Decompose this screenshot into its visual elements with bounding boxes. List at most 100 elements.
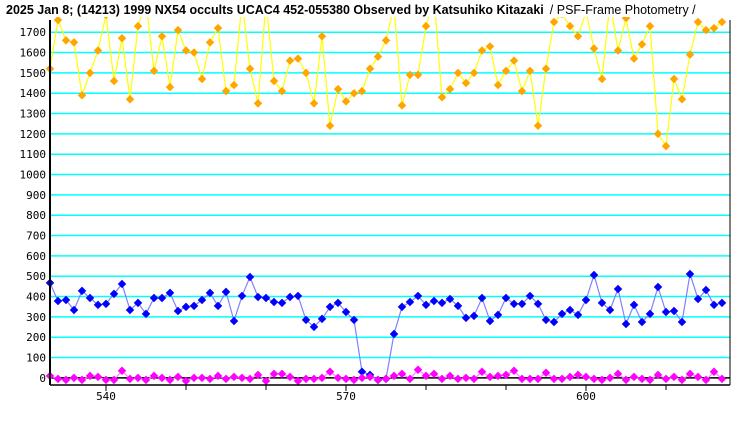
data-point: [205, 38, 215, 47]
data-point: [205, 374, 215, 384]
data-point: [69, 373, 79, 383]
data-point: [293, 376, 303, 386]
data-point: [589, 44, 599, 53]
data-series: [45, 0, 727, 386]
data-point: [405, 374, 415, 384]
data-point: [333, 373, 343, 383]
data-point: [325, 302, 335, 312]
data-point: [165, 82, 175, 92]
data-point: [149, 293, 159, 303]
data-point: [277, 86, 287, 96]
data-point: [253, 370, 263, 380]
data-point: [109, 289, 119, 299]
data-point: [53, 374, 63, 384]
y-tick-label: 200: [26, 331, 46, 344]
data-point: [253, 292, 263, 302]
data-point: [437, 93, 447, 102]
y-tick-label: 1500: [20, 67, 47, 80]
data-point: [501, 293, 511, 303]
y-tick-label: 1400: [20, 87, 47, 100]
data-point: [669, 372, 679, 382]
data-point: [349, 88, 359, 98]
data-point: [477, 367, 487, 377]
data-point: [437, 298, 447, 308]
y-tick-label: 1700: [20, 26, 47, 39]
data-point: [685, 50, 695, 59]
data-point: [429, 369, 439, 379]
data-point: [269, 369, 279, 379]
data-point: [341, 374, 351, 384]
data-point: [629, 372, 639, 382]
data-point: [453, 301, 463, 311]
data-point: [645, 309, 655, 319]
data-point: [141, 309, 151, 319]
data-point: [685, 369, 695, 379]
y-tick-label: 800: [26, 209, 46, 222]
data-point: [189, 373, 199, 383]
data-point: [221, 86, 231, 96]
data-point: [589, 374, 599, 384]
data-point: [349, 315, 359, 325]
data-point: [421, 300, 431, 310]
data-point: [581, 295, 591, 305]
data-point: [621, 319, 631, 329]
data-point: [309, 322, 319, 332]
data-point: [493, 310, 503, 320]
data-point: [261, 293, 271, 303]
data-point: [93, 300, 103, 310]
x-tick-label: 600: [576, 390, 596, 403]
data-point: [501, 370, 511, 380]
data-point: [77, 90, 87, 100]
data-point: [53, 15, 63, 25]
data-point: [605, 373, 615, 383]
data-point: [197, 373, 207, 383]
data-point: [381, 36, 391, 45]
data-point: [429, 296, 439, 306]
data-point: [189, 48, 199, 57]
data-point: [565, 372, 575, 382]
data-point: [389, 329, 399, 339]
data-point: [613, 46, 623, 55]
data-point: [597, 375, 607, 385]
data-point: [61, 295, 71, 305]
data-point: [405, 297, 415, 307]
data-point: [669, 306, 679, 316]
data-point: [181, 376, 191, 386]
title-background: [0, 0, 740, 17]
data-point: [461, 78, 471, 88]
data-point: [533, 121, 543, 130]
data-point: [685, 269, 695, 279]
data-point: [269, 76, 279, 86]
data-point: [325, 121, 335, 130]
data-point: [213, 23, 223, 33]
data-point: [421, 371, 431, 381]
data-point: [253, 99, 263, 108]
data-point: [237, 373, 247, 383]
data-point: [709, 300, 719, 310]
data-point: [213, 371, 223, 381]
data-point: [669, 74, 679, 84]
data-point: [69, 305, 79, 315]
data-point: [117, 34, 127, 43]
data-point: [301, 68, 311, 78]
data-point: [245, 374, 255, 384]
data-point: [573, 310, 583, 320]
data-point: [717, 374, 727, 384]
data-point: [85, 293, 95, 303]
data-point: [93, 372, 103, 382]
data-point: [149, 66, 159, 76]
data-point: [541, 64, 551, 74]
data-point: [85, 68, 95, 78]
data-point: [597, 74, 607, 84]
data-point: [661, 374, 671, 384]
data-point: [85, 371, 95, 381]
data-point: [309, 374, 319, 384]
chart-subtitle: / PSF-Frame Photometry /: [550, 3, 696, 17]
y-tick-label: 500: [26, 270, 46, 283]
data-point: [117, 366, 127, 376]
data-point: [693, 294, 703, 304]
data-point: [357, 367, 367, 377]
chart-title: 2025 Jan 8; (14213) 1999 NX54 occults UC…: [6, 3, 544, 17]
y-tick-label: 400: [26, 291, 46, 304]
